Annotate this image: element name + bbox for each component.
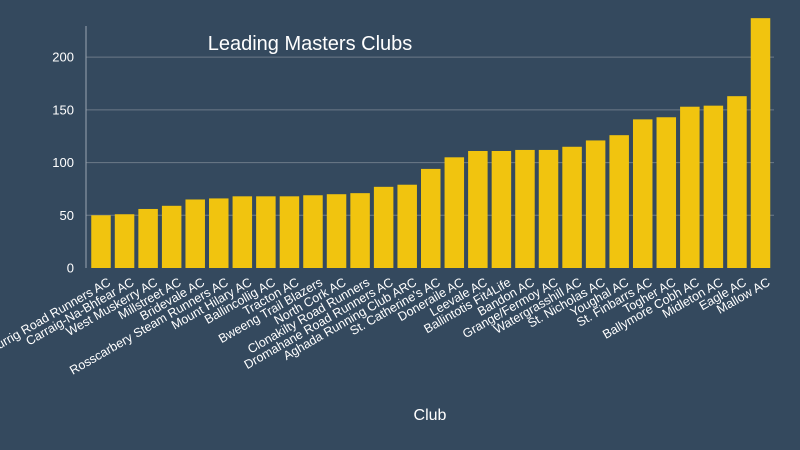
bar[interactable]: [515, 149, 535, 268]
bar[interactable]: [232, 196, 253, 268]
bar[interactable]: [91, 215, 111, 268]
x-axis-ticks: Ballincurrig Road Runners ACCarraig-Na-B…: [0, 275, 772, 377]
bar[interactable]: [632, 119, 653, 268]
bar[interactable]: [350, 193, 370, 268]
bar[interactable]: [209, 198, 229, 268]
bar[interactable]: [326, 194, 347, 268]
bar[interactable]: [256, 196, 276, 268]
y-tick-label: 150: [52, 102, 74, 117]
bar[interactable]: [491, 150, 512, 268]
bar[interactable]: [609, 135, 629, 268]
y-axis-ticks: 0 50 100 150 200: [52, 50, 74, 276]
y-tick-label: 100: [52, 155, 74, 170]
bar[interactable]: [468, 150, 488, 268]
bars: [91, 18, 771, 269]
bar[interactable]: [444, 157, 465, 268]
bar[interactable]: [185, 199, 205, 268]
bar[interactable]: [421, 168, 441, 268]
bar[interactable]: [656, 117, 677, 268]
bar[interactable]: [161, 205, 182, 268]
bar[interactable]: [727, 96, 747, 268]
y-tick-label: 0: [67, 261, 74, 276]
y-tick-label: 50: [60, 208, 74, 223]
bar[interactable]: [114, 214, 135, 268]
bar[interactable]: [397, 184, 417, 268]
bar[interactable]: [373, 186, 394, 268]
bar[interactable]: [750, 18, 771, 268]
bar[interactable]: [538, 149, 559, 268]
bar[interactable]: [138, 208, 158, 268]
bar[interactable]: [562, 146, 582, 268]
chart-title: Leading Masters Clubs: [208, 33, 413, 55]
x-axis-title: Club: [414, 407, 447, 424]
bar[interactable]: [703, 105, 724, 269]
bar[interactable]: [585, 140, 606, 268]
bar[interactable]: [279, 196, 300, 268]
y-tick-label: 200: [52, 50, 74, 65]
bar[interactable]: [680, 106, 700, 269]
bar[interactable]: [303, 195, 323, 268]
